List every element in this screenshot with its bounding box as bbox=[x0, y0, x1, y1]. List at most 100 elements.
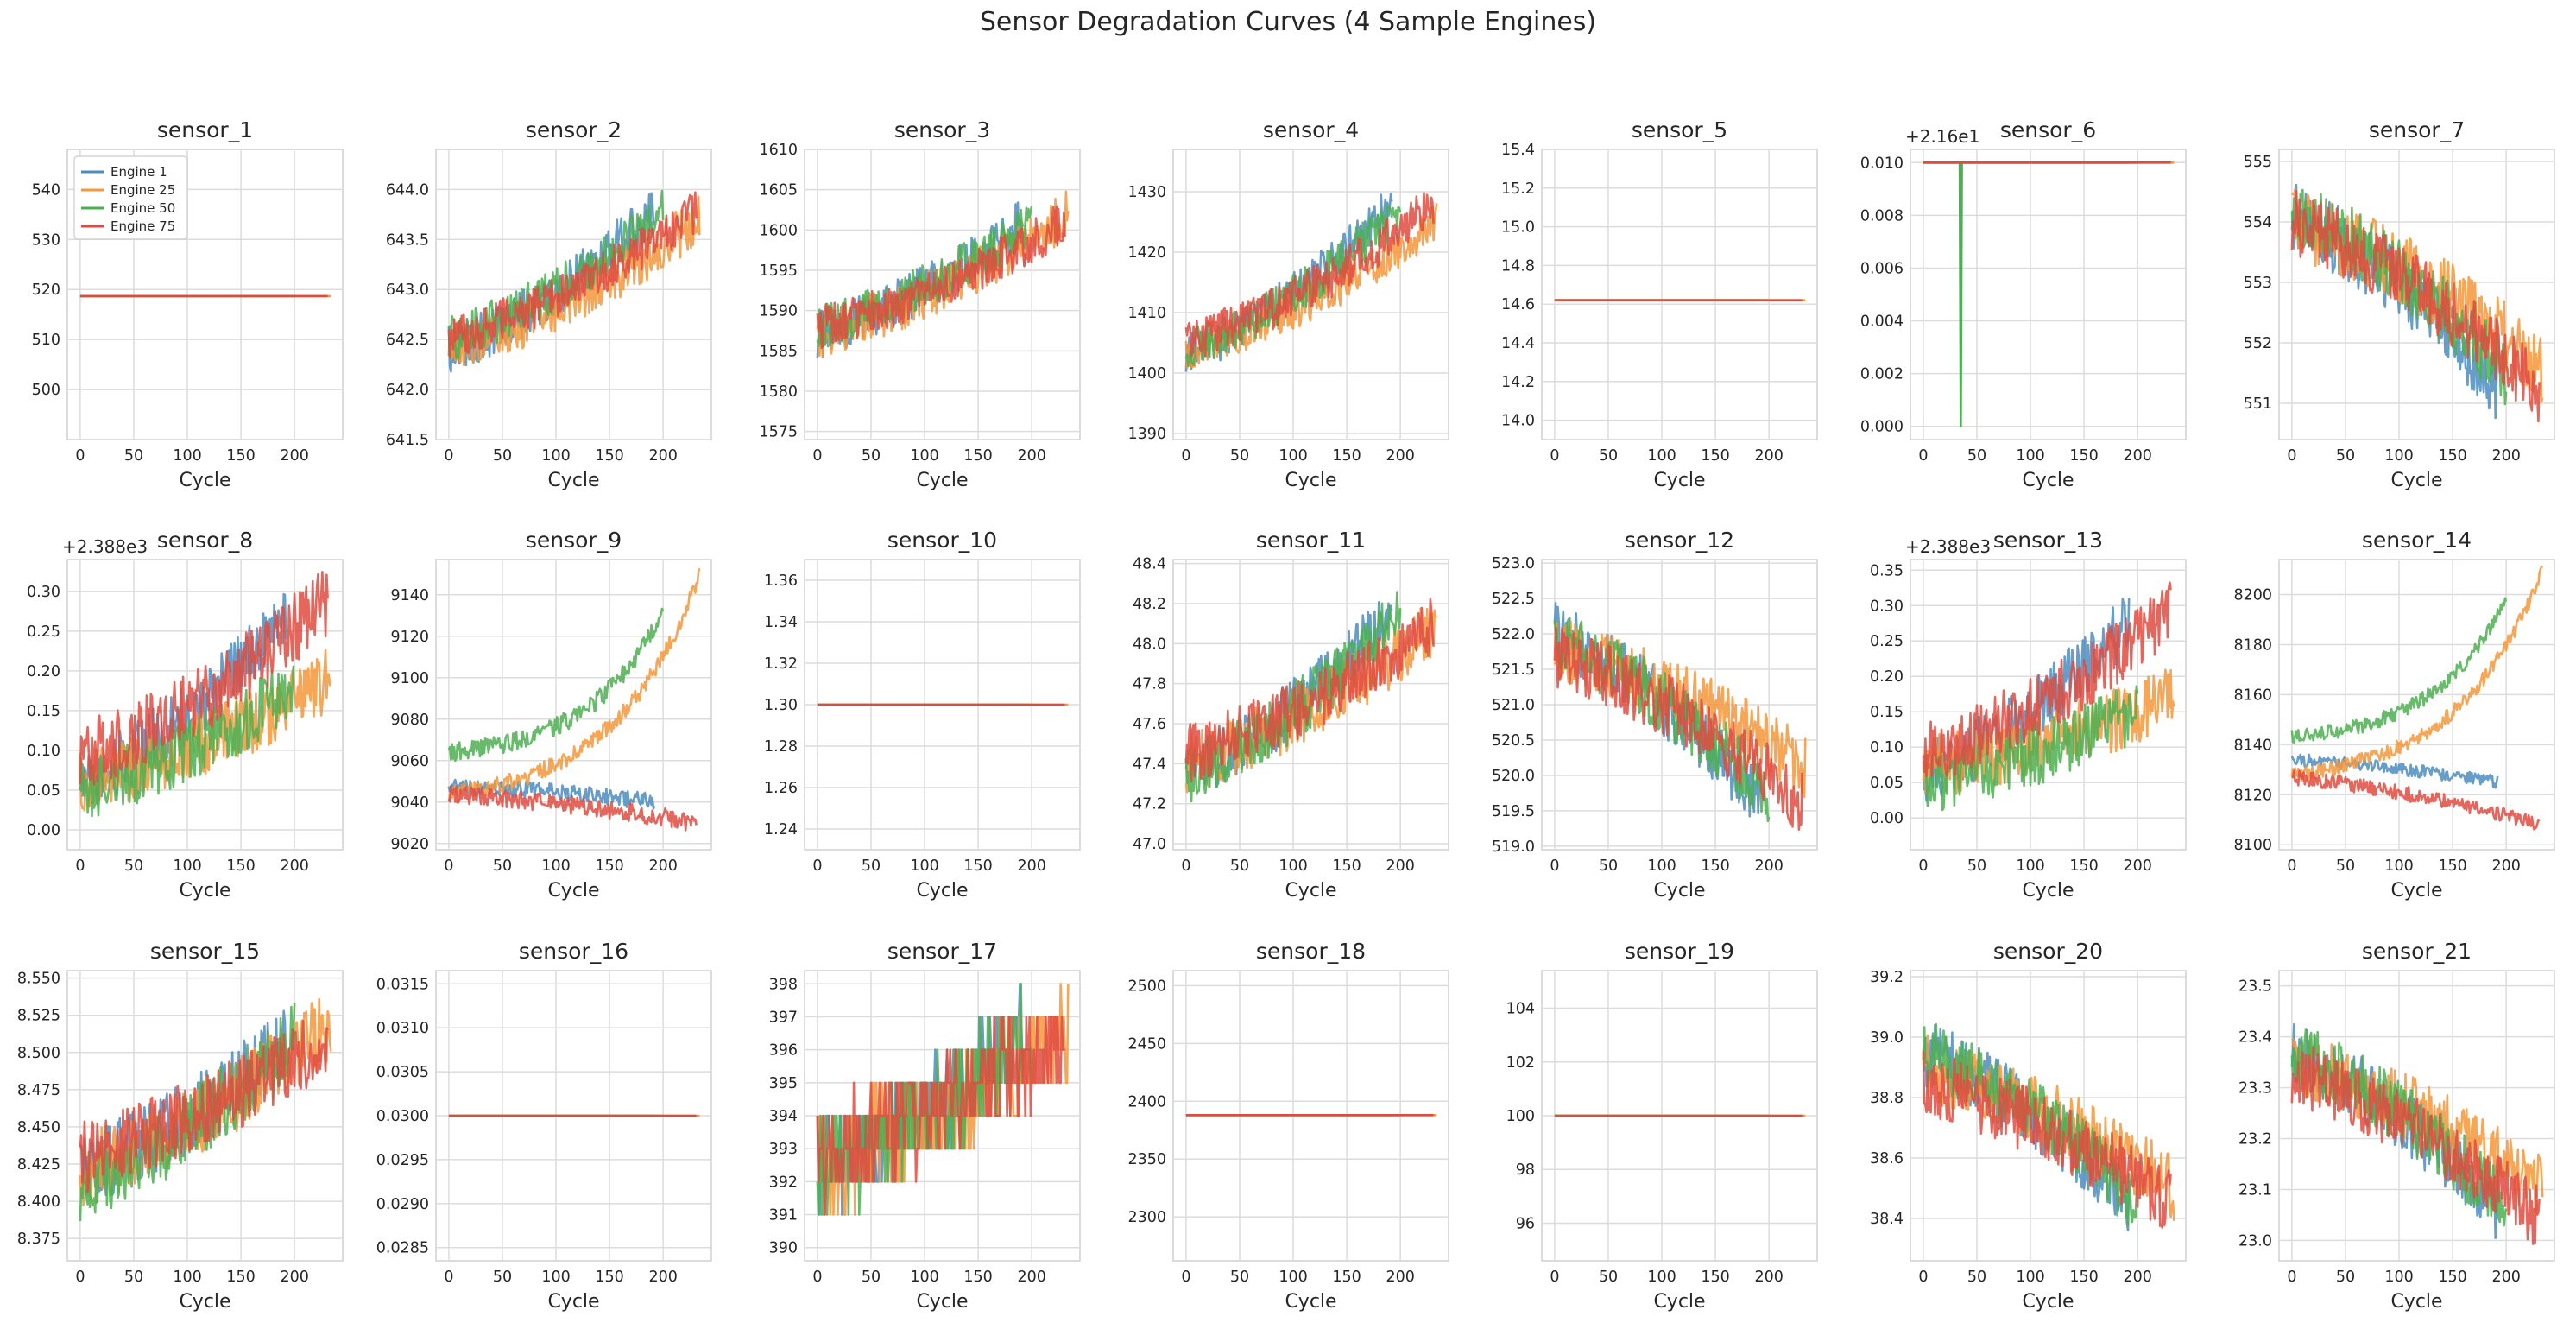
y-tick-label: 0.10 bbox=[1870, 739, 1904, 756]
x-tick-label: 150 bbox=[2438, 447, 2466, 465]
x-tick-label: 0 bbox=[444, 1269, 453, 1286]
y-tick-label: 15.2 bbox=[1501, 180, 1535, 198]
x-tick-label: 150 bbox=[963, 447, 992, 465]
y-tick-label: 1390 bbox=[1127, 426, 1166, 443]
y-tick-label: 23.1 bbox=[2238, 1181, 2272, 1199]
x-tick-label: 150 bbox=[1332, 1269, 1361, 1286]
series-engine-25 bbox=[1553, 620, 1807, 799]
x-axis-label: Cycle bbox=[2022, 470, 2074, 491]
y-tick-label: 47.0 bbox=[1133, 836, 1166, 853]
panel-title: sensor_6 bbox=[2000, 117, 2096, 142]
x-tick-label: 200 bbox=[1386, 858, 1414, 875]
x-tick-label: 100 bbox=[1279, 447, 1307, 465]
panel-title: sensor_18 bbox=[1256, 939, 1366, 964]
y-tick-label: 0.0310 bbox=[376, 1020, 429, 1037]
sensor_6-panel: 0 50 100 150 200 0.000 0.002 0.004 0.006 0.008 0.0… bbox=[1860, 117, 2187, 491]
y-tick-label: 1.24 bbox=[764, 821, 798, 839]
x-tick-label: 50 bbox=[1967, 1269, 1986, 1286]
x-axis-label: Cycle bbox=[2390, 880, 2442, 902]
series-engine-75 bbox=[2290, 190, 2541, 423]
y-tick-label: 395 bbox=[769, 1075, 798, 1092]
x-tick-label: 50 bbox=[2336, 858, 2355, 875]
y-tick-label: 523.0 bbox=[1492, 555, 1535, 573]
y-tick-label: 553 bbox=[2244, 275, 2272, 292]
x-axis-label: Cycle bbox=[916, 470, 968, 491]
x-tick-label: 50 bbox=[862, 447, 881, 465]
x-tick-label: 150 bbox=[2069, 1269, 2098, 1286]
sensor_17-panel: 0 50 100 150 200 390 391 392 393 394 395 396 397 398 s… bbox=[769, 939, 1081, 1313]
y-tick-label: 643.0 bbox=[386, 282, 429, 299]
y-tick-label: 0.0300 bbox=[376, 1108, 429, 1125]
y-tick-label: 8.375 bbox=[17, 1231, 60, 1248]
x-tick-label: 200 bbox=[2123, 447, 2151, 465]
sensor_15-panel: 0 50 100 150 200 8.375 8.400 8.425 8.450 8.475 8.5… bbox=[17, 939, 344, 1313]
y-tick-label: 521.5 bbox=[1492, 661, 1535, 679]
x-tick-label: 50 bbox=[1230, 1269, 1249, 1286]
x-tick-label: 0 bbox=[1550, 858, 1559, 875]
panel-title: sensor_13 bbox=[1993, 528, 2103, 553]
x-tick-label: 0 bbox=[812, 858, 822, 875]
panel-title: sensor_15 bbox=[150, 939, 260, 964]
y-tick-label: 0.30 bbox=[27, 584, 60, 601]
plot-frame bbox=[1910, 149, 2187, 440]
y-tick-label: 552 bbox=[2244, 335, 2272, 352]
y-tick-label: 15.0 bbox=[1501, 219, 1535, 237]
y-tick-label: 23.4 bbox=[2238, 1029, 2272, 1047]
y-tick-label: 0.25 bbox=[1870, 633, 1904, 650]
x-tick-label: 50 bbox=[493, 447, 512, 465]
x-axis-label: Cycle bbox=[1653, 1291, 1705, 1313]
x-tick-label: 50 bbox=[1599, 447, 1618, 465]
x-axis-label: Cycle bbox=[2022, 1291, 2074, 1313]
y-tick-label: 9040 bbox=[390, 794, 429, 812]
y-tick-label: 0.000 bbox=[1860, 419, 1904, 436]
sensor_3-panel: 0 50 100 150 200 1575 1580 1585 1590 1595 1600 1605… bbox=[759, 117, 1081, 491]
legend-label: Engine 75 bbox=[110, 218, 175, 234]
x-tick-label: 0 bbox=[1181, 858, 1190, 875]
panel-title: sensor_17 bbox=[887, 939, 997, 964]
x-axis-label: Cycle bbox=[1285, 880, 1336, 902]
x-tick-label: 200 bbox=[648, 858, 677, 875]
x-tick-label: 150 bbox=[226, 447, 255, 465]
y-tick-label: 38.6 bbox=[1870, 1150, 1904, 1168]
x-tick-label: 150 bbox=[1332, 447, 1361, 465]
x-tick-label: 150 bbox=[1701, 858, 1729, 875]
x-tick-label: 0 bbox=[444, 858, 453, 875]
series-engine-75 bbox=[1922, 1051, 2172, 1229]
y-tick-label: 8.475 bbox=[17, 1082, 60, 1099]
y-tick-label: 394 bbox=[769, 1108, 798, 1125]
y-tick-label: 48.4 bbox=[1133, 556, 1166, 573]
y-tick-label: 104 bbox=[1506, 1001, 1535, 1018]
axis-offset-label: +2.388e3 bbox=[62, 536, 148, 557]
y-tick-label: 0.00 bbox=[27, 822, 60, 839]
y-tick-label: 0.0315 bbox=[376, 976, 429, 993]
y-tick-label: 0.002 bbox=[1860, 366, 1904, 383]
x-axis-label: Cycle bbox=[1653, 880, 1705, 902]
y-tick-label: 14.2 bbox=[1501, 374, 1535, 391]
series-engine-75 bbox=[1553, 626, 1803, 832]
sensor_7-panel: 0 50 100 150 200 551 552 553 554 555 sensor_7 Cycle bbox=[2244, 117, 2555, 491]
x-tick-label: 150 bbox=[2438, 858, 2466, 875]
x-tick-label: 200 bbox=[2123, 858, 2151, 875]
panel-title: sensor_12 bbox=[1625, 528, 1734, 553]
y-tick-label: 0.15 bbox=[1870, 704, 1904, 721]
y-tick-label: 530 bbox=[32, 231, 60, 249]
series-engine-75 bbox=[1184, 192, 1435, 358]
y-tick-label: 9080 bbox=[390, 712, 429, 729]
x-tick-label: 100 bbox=[1647, 447, 1676, 465]
series-engine-25 bbox=[447, 195, 701, 367]
y-tick-label: 1420 bbox=[1127, 244, 1166, 262]
y-tick-label: 8200 bbox=[2233, 587, 2272, 604]
panel-title: sensor_10 bbox=[887, 528, 997, 553]
x-tick-label: 200 bbox=[648, 447, 677, 465]
y-tick-label: 0.25 bbox=[27, 623, 60, 641]
x-tick-label: 0 bbox=[2287, 858, 2296, 875]
x-tick-label: 200 bbox=[2491, 858, 2520, 875]
series-engine-75 bbox=[447, 191, 698, 358]
y-tick-label: 1600 bbox=[759, 222, 798, 239]
x-tick-label: 0 bbox=[2287, 447, 2296, 465]
y-tick-label: 521.0 bbox=[1492, 697, 1535, 714]
x-tick-label: 100 bbox=[2016, 447, 2044, 465]
x-tick-label: 150 bbox=[595, 1269, 623, 1286]
x-axis-label: Cycle bbox=[547, 880, 599, 902]
x-tick-label: 0 bbox=[1181, 447, 1190, 465]
